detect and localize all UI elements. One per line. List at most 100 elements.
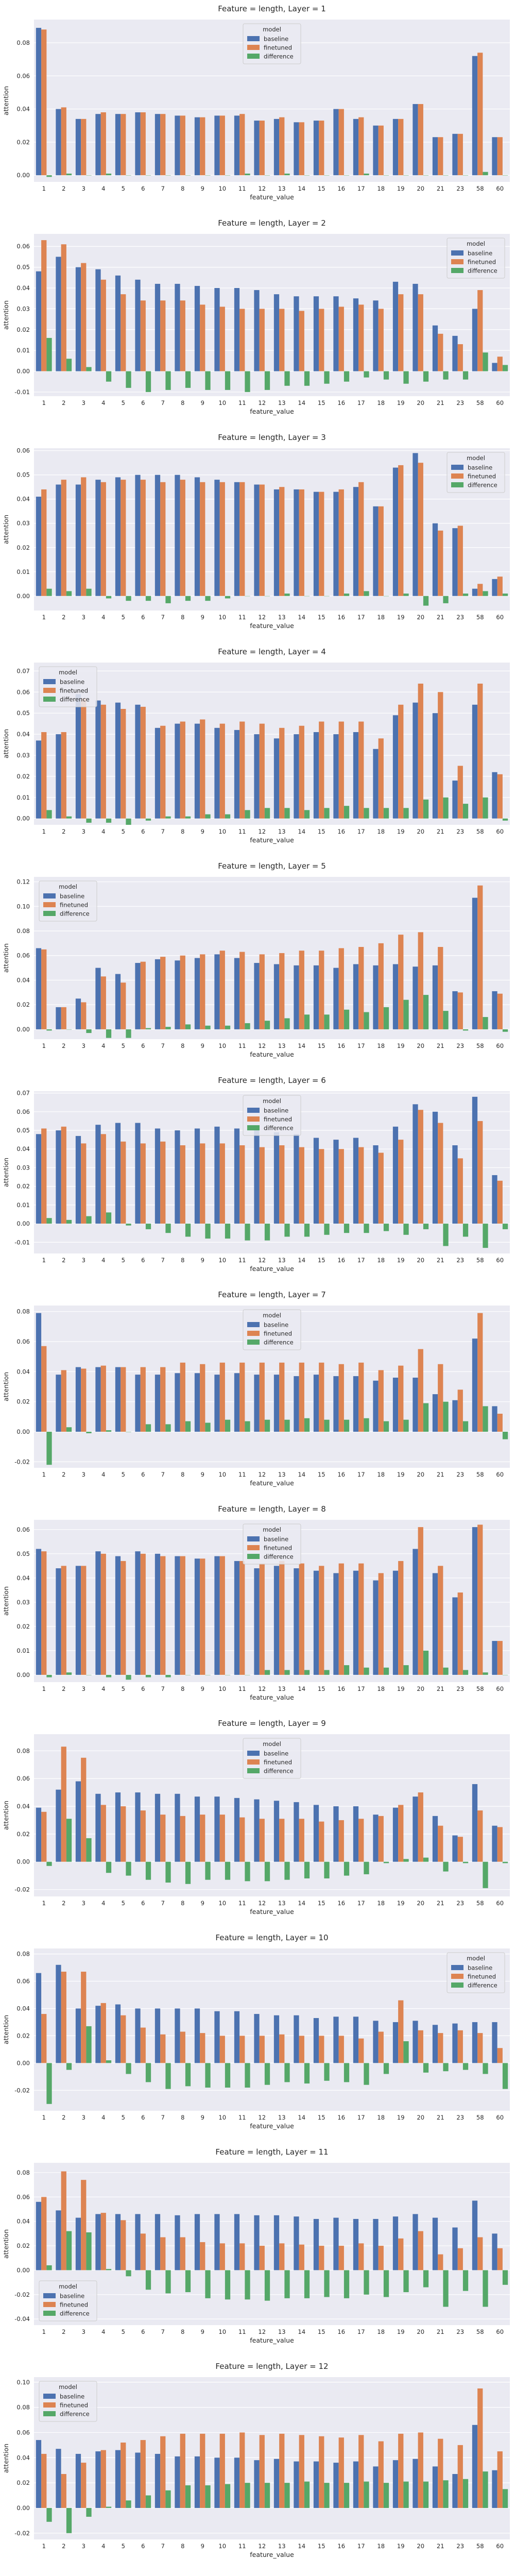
bar-baseline-14 [294,1802,299,1862]
y-tick-label: 0.03 [16,1599,30,1606]
legend-title: model [263,1526,281,1533]
x-tick-label: 17 [357,2328,365,2335]
bar-difference-3 [86,1432,92,1433]
legend-swatch-difference [247,1554,260,1559]
bar-difference-20 [423,2481,429,2508]
bar-difference-11 [245,2270,250,2300]
x-tick-label: 18 [377,2543,385,2550]
bar-finetuned-14 [299,951,304,1029]
legend-label-finetuned: finetuned [60,687,88,694]
bar-finetuned-10 [219,307,225,371]
legend-label-baseline: baseline [468,464,492,471]
bar-finetuned-21 [438,2254,443,2270]
bar-finetuned-60 [497,1180,503,1224]
x-tick-label: 20 [417,2114,424,2121]
x-tick-label: 5 [122,2114,125,2121]
bar-baseline-10 [214,2458,220,2508]
bar-difference-15 [324,1670,330,1675]
y-tick-label: 0.00 [16,2266,30,2274]
bar-baseline-21 [432,965,438,1029]
y-tick-label: 0.08 [16,1308,30,1315]
legend-swatch-finetuned [43,2302,56,2307]
bar-finetuned-8 [180,480,185,596]
bar-finetuned-20 [418,2432,423,2508]
x-tick-label: 13 [278,185,286,192]
bar-baseline-8 [175,1793,180,1862]
bar-difference-58 [483,1017,488,1029]
chart-title: Feature = length, Layer = 6 [218,1076,326,1085]
bar-finetuned-18 [378,309,384,371]
bar-finetuned-6 [140,1143,146,1224]
bar-baseline-4 [95,1367,101,1432]
chart-title: Feature = length, Layer = 4 [218,647,326,656]
bar-finetuned-15 [319,2246,324,2270]
legend-label-difference: difference [468,482,497,489]
bar-finetuned-8 [180,1145,185,1224]
bar-difference-9 [205,1422,211,1432]
bar-finetuned-10 [219,951,225,1029]
bar-difference-13 [284,2270,290,2298]
bar-baseline-5 [115,702,121,819]
bar-difference-12 [264,2063,270,2085]
bar-difference-9 [205,2270,211,2298]
x-tick-label: 16 [337,1900,345,1907]
bar-difference-5 [126,1674,131,1680]
bar-difference-58 [483,1672,488,1675]
bar-difference-10 [225,2270,231,2300]
bar-finetuned-19 [398,1365,404,1432]
bar-difference-23 [462,1421,469,1432]
bar-finetuned-5 [121,1561,126,1675]
bar-finetuned-1 [41,2453,47,2508]
bar-baseline-15 [313,2461,319,2508]
bar-finetuned-20 [418,104,423,176]
bar-finetuned-11 [239,482,245,596]
bar-baseline-3 [75,267,81,371]
legend-label-baseline: baseline [264,1536,288,1543]
bar-baseline-3 [75,118,81,176]
bar-baseline-6 [135,1375,141,1432]
bar-difference-9 [205,1861,211,1880]
y-tick-label: 0.02 [16,139,30,146]
y-tick-label: 0.04 [16,976,30,984]
bar-finetuned-12 [259,309,265,371]
x-tick-label: 60 [496,1257,504,1264]
x-tick-label: 16 [337,2114,345,2121]
bar-baseline-9 [194,2008,200,2063]
bar-baseline-1 [36,1134,42,1224]
bar-difference-2 [66,1427,72,1432]
y-axis-label: attention [2,1158,10,1187]
x-tick-label: 3 [82,2328,85,2335]
bar-baseline-18 [373,125,379,176]
x-tick-label: 8 [181,2114,184,2121]
y-tick-label: 0.06 [16,72,30,79]
bar-finetuned-60 [497,2451,503,2508]
bar-difference-19 [403,1859,409,1862]
bar-baseline-17 [353,1570,359,1675]
bar-difference-1 [46,1218,52,1224]
x-tick-label: 13 [278,2114,286,2121]
plot-area [34,2377,510,2539]
bar-difference-2 [66,816,72,819]
bar-difference-16 [344,1224,350,1233]
y-tick-label: 0.01 [16,794,30,801]
x-tick-label: 58 [476,1685,484,1692]
bar-difference-13 [284,1224,290,1237]
bar-baseline-10 [214,480,220,596]
x-tick-label: 7 [161,1685,165,1692]
bar-finetuned-13 [279,487,285,596]
bar-baseline-16 [333,109,339,176]
bar-finetuned-58 [477,1524,483,1675]
bar-difference-5 [126,2063,131,2074]
bar-finetuned-2 [61,1007,66,1029]
bar-difference-8 [185,1421,191,1432]
y-axis-label: attention [2,2015,10,2044]
x-tick-label: 15 [318,2114,325,2121]
bar-difference-21 [443,2270,449,2307]
bar-difference-13 [284,1861,290,1880]
bar-baseline-8 [175,474,180,596]
x-tick-label: 8 [181,828,184,835]
bar-difference-11 [245,1421,250,1432]
